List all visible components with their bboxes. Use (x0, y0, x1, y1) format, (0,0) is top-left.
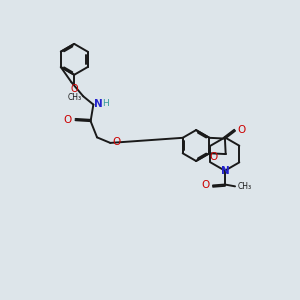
Text: N: N (220, 166, 229, 176)
Text: CH₃: CH₃ (67, 93, 81, 102)
Text: O: O (201, 180, 209, 190)
Text: N: N (94, 99, 103, 109)
Text: O: O (209, 152, 218, 162)
Text: O: O (70, 84, 78, 94)
Text: O: O (237, 125, 246, 135)
Text: CH₃: CH₃ (238, 182, 252, 191)
Text: H: H (102, 99, 109, 108)
Text: O: O (113, 137, 121, 147)
Text: O: O (64, 115, 72, 125)
